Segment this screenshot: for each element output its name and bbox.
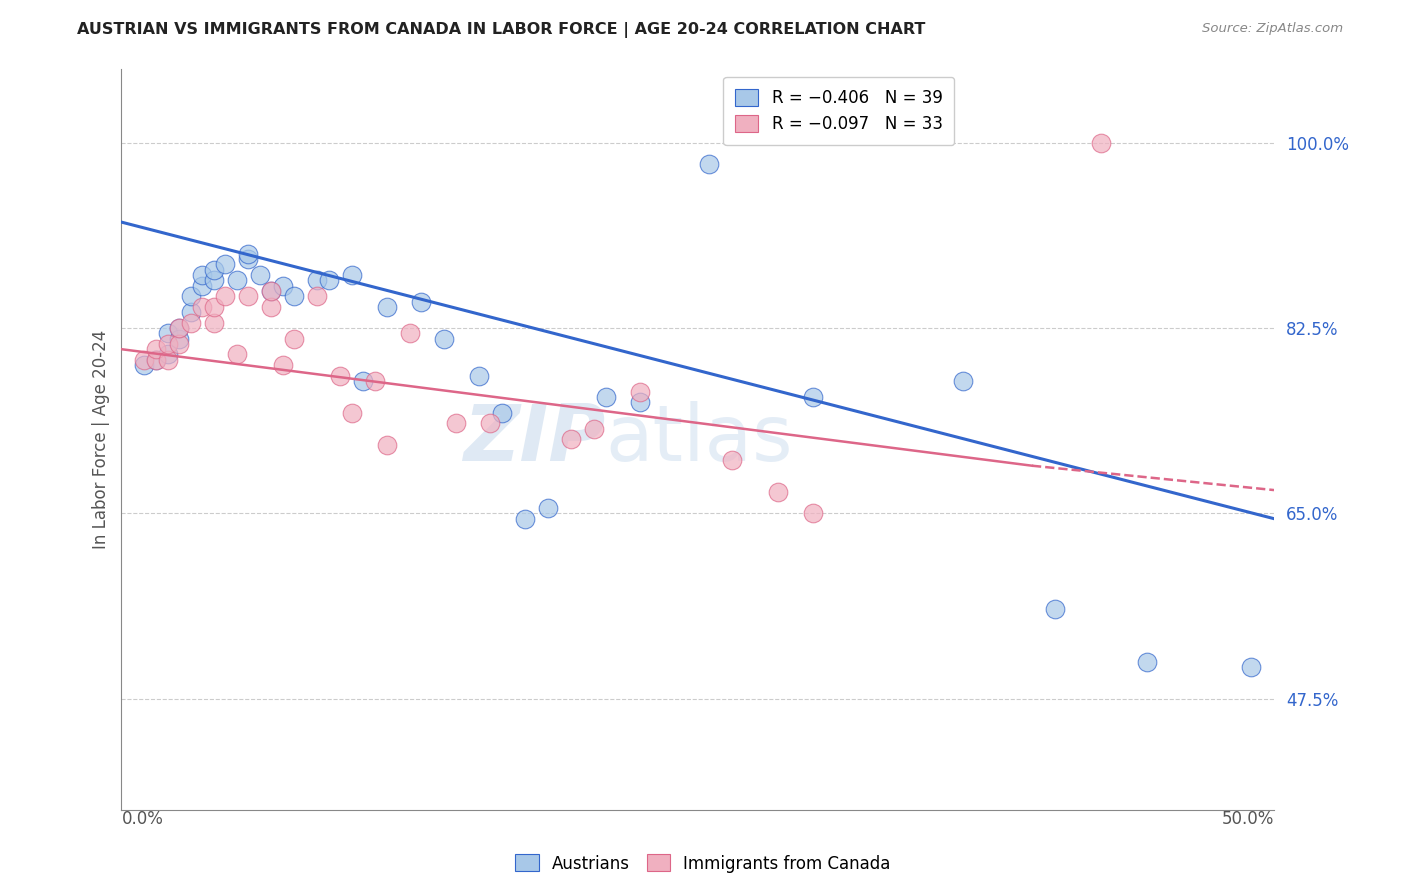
Point (180, 305, 202, 319)
Point (283, 289, 305, 303)
Point (167, 337, 190, 351)
Point (214, 257, 236, 271)
Point (628, 395, 651, 409)
Text: AUSTRIAN VS IMMIGRANTS FROM CANADA IN LABOR FORCE | AGE 20-24 CORRELATION CHART: AUSTRIAN VS IMMIGRANTS FROM CANADA IN LA… (77, 22, 925, 38)
Text: atlas: atlas (606, 401, 793, 477)
Text: Source: ZipAtlas.com: Source: ZipAtlas.com (1202, 22, 1343, 36)
Point (628, 384, 651, 399)
Point (1240, 660, 1263, 674)
Y-axis label: In Labor Force | Age 20-24: In Labor Force | Age 20-24 (93, 330, 110, 549)
Point (167, 321, 190, 335)
Legend: R = −0.406   N = 39, R = −0.097   N = 33: R = −0.406 N = 39, R = −0.097 N = 33 (724, 77, 955, 145)
Point (582, 422, 605, 436)
Point (398, 326, 420, 341)
Point (191, 278, 214, 293)
Point (513, 511, 536, 525)
Point (595, 390, 617, 404)
Point (271, 358, 294, 372)
Point (364, 374, 387, 388)
Point (329, 368, 352, 383)
Point (721, 453, 744, 467)
Point (225, 347, 247, 361)
Point (134, 352, 156, 367)
Point (537, 501, 560, 516)
Point (801, 390, 824, 404)
Point (318, 273, 340, 287)
Point (202, 300, 225, 314)
Point (1043, 601, 1066, 615)
Point (375, 300, 398, 314)
Point (225, 273, 247, 287)
Point (353, 374, 375, 388)
Point (191, 268, 214, 282)
Point (560, 432, 582, 446)
Legend: Austrians, Immigrants from Canada: Austrians, Immigrants from Canada (509, 847, 897, 880)
Point (283, 332, 305, 346)
Point (202, 262, 225, 277)
Point (260, 284, 283, 298)
Text: ZIP: ZIP (463, 401, 606, 477)
Point (249, 268, 271, 282)
Point (167, 332, 190, 346)
Point (307, 273, 329, 287)
Text: 50.0%: 50.0% (1222, 810, 1274, 828)
Point (180, 316, 202, 330)
Point (156, 326, 179, 341)
Point (444, 417, 467, 431)
Point (307, 289, 329, 303)
Point (433, 332, 456, 346)
Point (491, 406, 513, 420)
Point (238, 289, 260, 303)
Point (467, 368, 489, 383)
Point (145, 352, 167, 367)
Point (260, 284, 283, 298)
Point (191, 300, 214, 314)
Point (697, 157, 720, 171)
Point (768, 485, 790, 500)
Point (238, 247, 260, 261)
Point (202, 273, 225, 287)
Point (238, 252, 260, 267)
Point (134, 358, 156, 372)
Point (202, 316, 225, 330)
Point (340, 268, 363, 282)
Point (271, 278, 294, 293)
Point (214, 289, 236, 303)
Point (1090, 136, 1112, 150)
Point (167, 321, 190, 335)
Point (156, 337, 179, 351)
Point (260, 300, 283, 314)
Point (180, 289, 202, 303)
Point (479, 417, 502, 431)
Point (801, 507, 824, 521)
Point (340, 406, 363, 420)
Text: 0.0%: 0.0% (121, 810, 163, 828)
Point (156, 352, 179, 367)
Point (145, 342, 167, 356)
Point (156, 347, 179, 361)
Point (1136, 655, 1159, 669)
Point (952, 374, 974, 388)
Point (375, 437, 398, 451)
Point (411, 294, 433, 309)
Point (145, 352, 167, 367)
